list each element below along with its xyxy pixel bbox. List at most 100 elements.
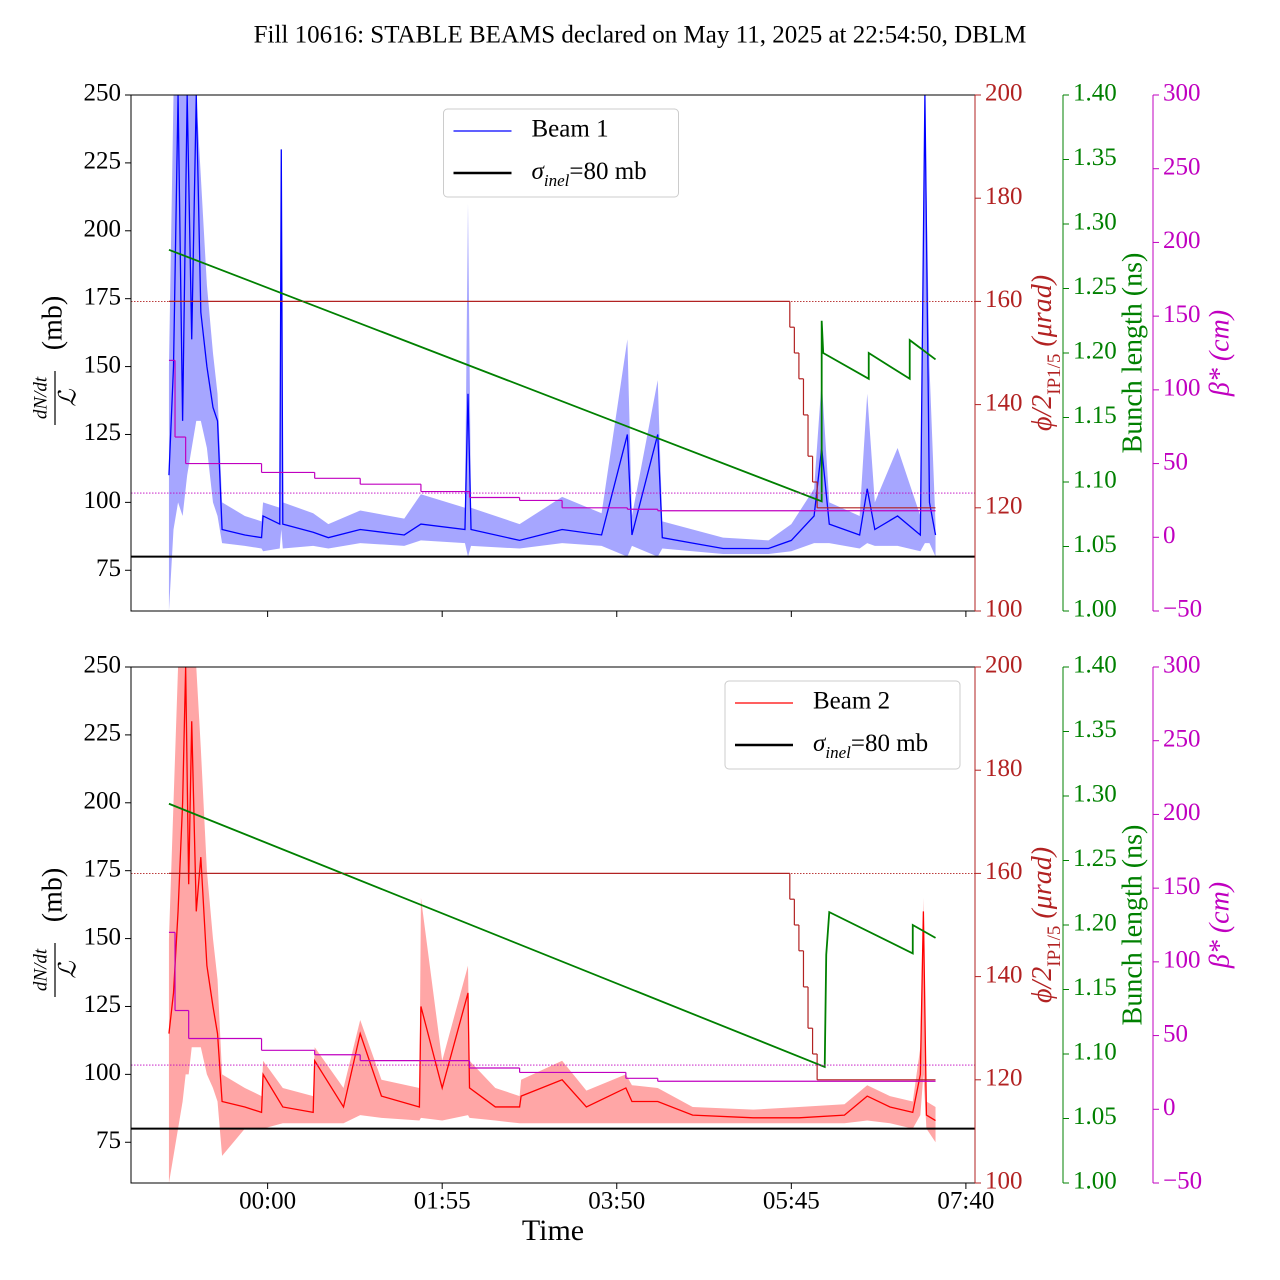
y4-tick-label: 0 [1163, 522, 1176, 549]
x-tick-label: 01:55 [414, 1188, 471, 1215]
y3-tick-label: 1.15 [1073, 402, 1117, 429]
plot-data [131, 667, 975, 1183]
y-tick-label: 125 [84, 991, 122, 1018]
y3-tick-label: 1.35 [1073, 716, 1117, 743]
y3-tick-label: 1.25 [1073, 273, 1117, 300]
y4-tick-label: 150 [1163, 873, 1201, 900]
x-tick-label: 00:00 [239, 1188, 296, 1215]
y2-tick-label: 200 [985, 80, 1023, 107]
y2-label-sub: IP1/5 [1044, 926, 1065, 967]
legend-label-part: =80 mb [569, 158, 646, 185]
y2-tick-label: 180 [985, 183, 1023, 210]
y2-label-unit: (μrad) [1027, 275, 1058, 354]
y2-axis-label: ϕ/2IP1/5 (μrad) [1027, 275, 1064, 431]
y-tick-label: 150 [84, 351, 122, 378]
y2-tick-label: 180 [985, 755, 1023, 782]
y-axis-label: dN/dt ℒ (mb) [30, 868, 82, 997]
x-axis-label: Time [522, 1214, 584, 1247]
y2-label-sub: IP1/5 [1044, 354, 1065, 395]
legend-label-part: =80 mb [851, 730, 928, 757]
y4-tick-label: 50 [1163, 1020, 1188, 1047]
y2-tick-label: 140 [985, 389, 1023, 416]
series-line [168, 248, 937, 503]
y3-tick-label: 1.10 [1073, 467, 1117, 494]
y-axis-label: dN/dt ℒ (mb) [30, 296, 82, 425]
y-tick-label: 200 [84, 216, 122, 243]
y3-tick-label: 1.10 [1073, 1039, 1117, 1066]
y2-label-part: ϕ/2 [1027, 395, 1058, 431]
y3-tick-label: 1.30 [1073, 209, 1117, 236]
y-tick-label: 150 [84, 923, 122, 950]
y3-tick-label: 1.20 [1073, 910, 1117, 937]
y3-axis-label: Bunch length (ns) [1117, 825, 1148, 1026]
y-tick-label: 225 [84, 148, 122, 175]
series-line [168, 667, 936, 1122]
y3-axis-label: Bunch length (ns) [1117, 253, 1148, 454]
y4-tick-label: 250 [1163, 153, 1201, 180]
x-tick-label: 05:45 [763, 1188, 820, 1215]
y-label-unit: (mb) [37, 868, 68, 922]
y2-axis-label: ϕ/2IP1/5 (μrad) [1027, 847, 1064, 1003]
y2-label-unit: (μrad) [1027, 847, 1058, 926]
y2-label-part: ϕ/2 [1027, 967, 1058, 1003]
y4-tick-label: 300 [1163, 80, 1201, 107]
y3-tick-label: 1.05 [1073, 531, 1117, 558]
y-label-denominator: ℒ [56, 961, 82, 979]
y-tick-label: 250 [84, 652, 122, 679]
y3-tick-label: 1.05 [1073, 1103, 1117, 1130]
y3-tick-label: 1.20 [1073, 338, 1117, 365]
y3-tick-label: 1.00 [1073, 596, 1117, 623]
y-tick-label: 100 [84, 487, 122, 514]
y3-tick-label: 1.25 [1073, 845, 1117, 872]
legend-label-sub: inel [544, 171, 570, 190]
y-tick-label: 200 [84, 788, 122, 815]
x-tick-label: 07:40 [937, 1188, 994, 1215]
legend-label: Beam 2 [813, 688, 890, 715]
y4-tick-label: 200 [1163, 799, 1201, 826]
y-tick-label: 175 [84, 283, 122, 310]
y-label-numerator: dN/dt [30, 948, 51, 991]
y2-tick-label: 160 [985, 286, 1023, 313]
band [168, 667, 936, 1183]
y4-tick-label: 250 [1163, 725, 1201, 752]
y3-tick-label: 1.30 [1073, 781, 1117, 808]
x-tick-label: 03:50 [588, 1188, 645, 1215]
figure-title: Fill 10616: STABLE BEAMS declared on May… [254, 22, 1027, 49]
y2-tick-label: 120 [985, 493, 1023, 520]
y2-tick-label: 120 [985, 1065, 1023, 1092]
y3-tick-label: 1.35 [1073, 144, 1117, 171]
y3-tick-label: 1.00 [1073, 1168, 1117, 1195]
legend-label: σinel=80 mb [532, 158, 647, 191]
y4-tick-label: 100 [1163, 375, 1201, 402]
y2-tick-label: 200 [985, 652, 1023, 679]
y4-tick-label: −50 [1163, 596, 1202, 623]
y4-tick-label: 0 [1163, 1094, 1176, 1121]
y-tick-label: 75 [96, 555, 121, 582]
y2-tick-label: 100 [985, 596, 1023, 623]
y3-tick-label: 1.40 [1073, 80, 1117, 107]
y-tick-label: 125 [84, 419, 122, 446]
y-tick-label: 100 [84, 1059, 122, 1086]
y3-tick-label: 1.15 [1073, 974, 1117, 1001]
y-label-unit: (mb) [37, 296, 68, 350]
y2-tick-label: 100 [985, 1168, 1023, 1195]
series-line [168, 802, 936, 1069]
y-label-numerator: dN/dt [30, 376, 51, 419]
y-tick-label: 225 [84, 720, 122, 747]
y3-tick-label: 1.40 [1073, 652, 1117, 679]
legend-label-sub: inel [825, 743, 851, 762]
series-line [168, 95, 937, 550]
y-tick-label: 175 [84, 855, 122, 882]
y-tick-label: 75 [96, 1127, 121, 1154]
y4-axis-label: β* (cm) [1204, 310, 1235, 397]
legend-label-part: σ [532, 158, 546, 185]
y-label-denominator: ℒ [56, 389, 82, 407]
y2-tick-label: 140 [985, 961, 1023, 988]
legend-label-part: σ [813, 730, 827, 757]
legend-label: Beam 1 [532, 116, 609, 143]
y4-tick-label: 200 [1163, 227, 1201, 254]
y4-tick-label: 100 [1163, 947, 1201, 974]
y4-tick-label: 300 [1163, 652, 1201, 679]
y2-tick-label: 160 [985, 858, 1023, 885]
